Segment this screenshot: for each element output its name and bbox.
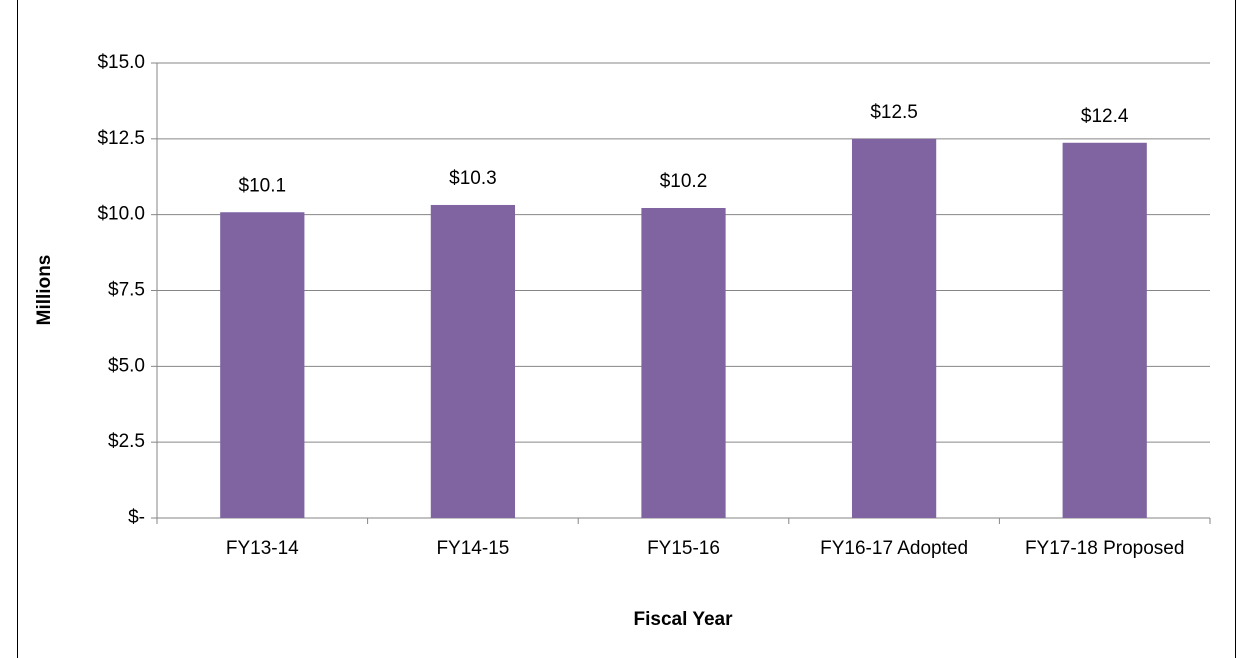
bar: [641, 207, 726, 518]
bar: [851, 138, 937, 519]
bar: [430, 204, 516, 518]
x-tick-label: FY16-17 Adopted: [820, 538, 968, 559]
x-tick-label: FY14-15: [436, 538, 509, 559]
bar: [220, 212, 305, 519]
x-axis-label: Fiscal Year: [634, 609, 734, 630]
y-tick-label: $5.0: [108, 355, 145, 376]
x-tick-label: FY15-16: [647, 538, 720, 559]
bar: [1062, 142, 1147, 518]
y-axis-label: Millions: [34, 255, 55, 326]
data-label: $10.1: [239, 175, 287, 196]
x-tick-label: FY17-18 Proposed: [1025, 538, 1185, 559]
y-tick-label: $-: [128, 507, 145, 528]
chart-border: [17, 0, 1236, 658]
data-label: $10.3: [449, 168, 497, 189]
data-label: $10.2: [660, 171, 708, 192]
data-label: $12.5: [870, 102, 918, 123]
x-tick-label: FY13-14: [226, 538, 299, 559]
y-tick-label: $15.0: [97, 52, 145, 73]
data-label: $12.4: [1081, 106, 1129, 127]
y-tick-label: $2.5: [108, 431, 145, 452]
y-tick-label: $12.5: [97, 128, 145, 149]
y-tick-label: $10.0: [97, 204, 145, 225]
y-tick-label: $7.5: [108, 280, 145, 301]
